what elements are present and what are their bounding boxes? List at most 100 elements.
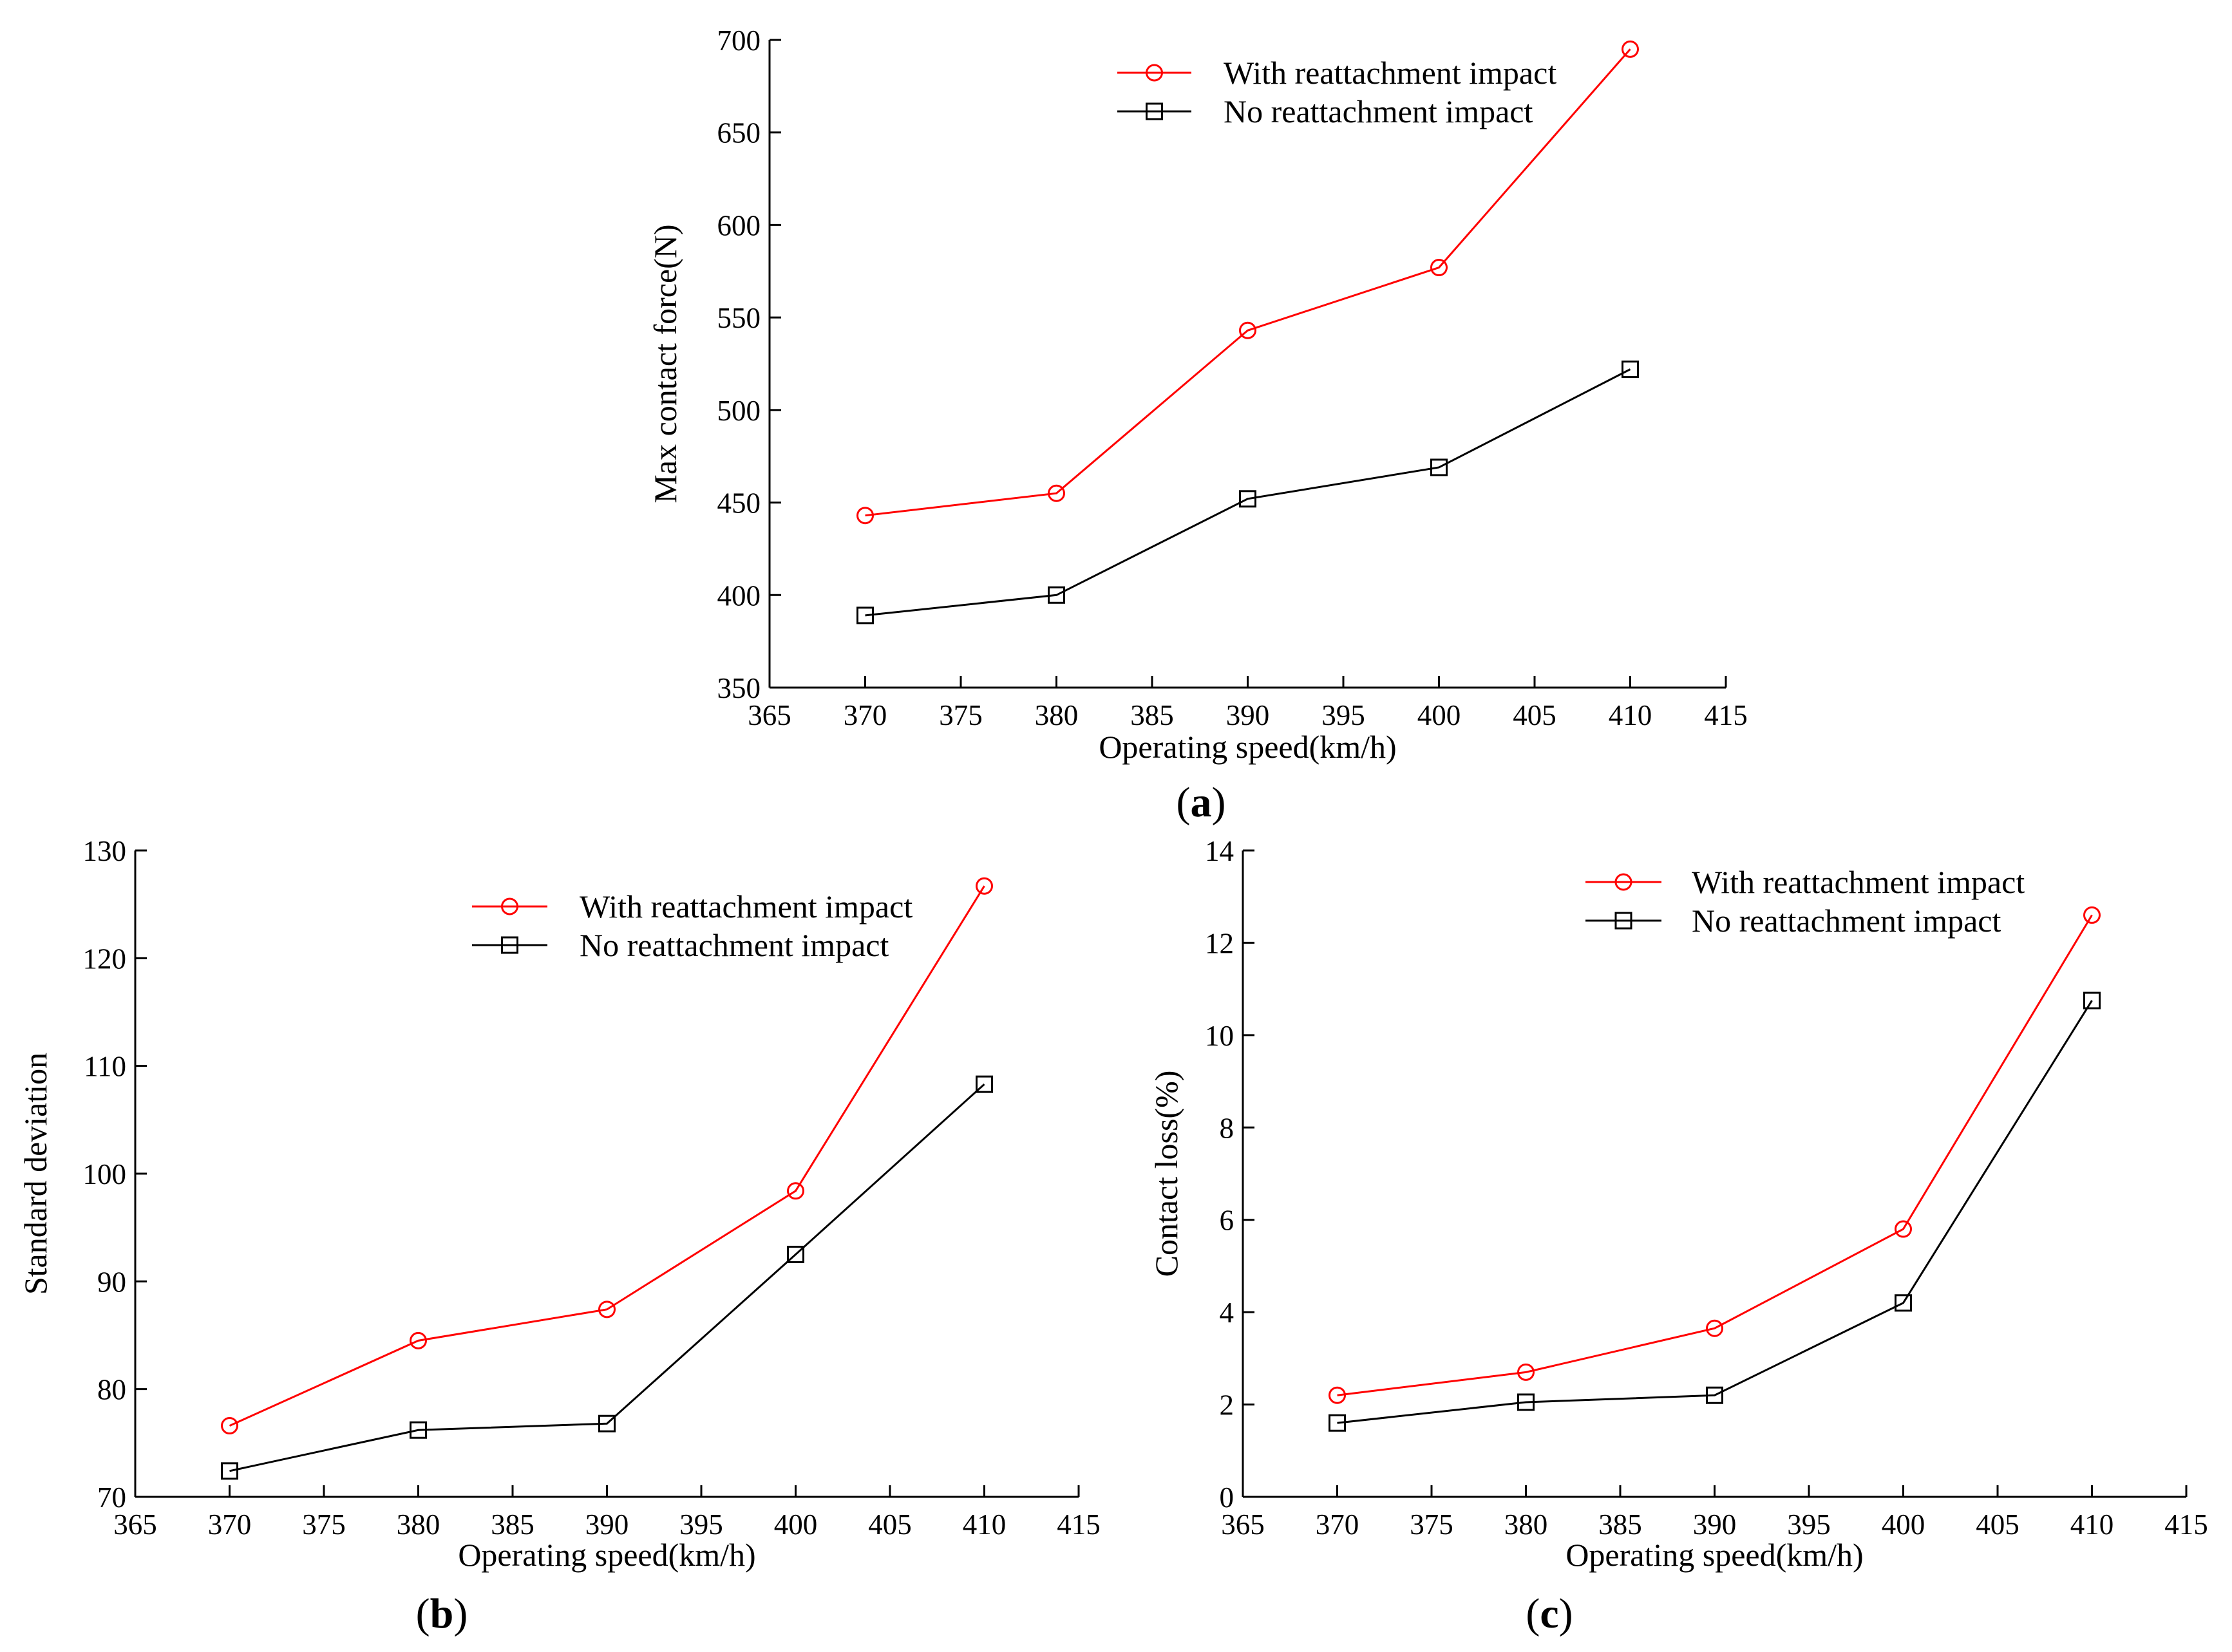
x-tick-label: 370 bbox=[844, 699, 887, 731]
y-axis-label: Standard deviation bbox=[17, 1053, 53, 1295]
data-point-marker bbox=[787, 1246, 804, 1263]
chart-c: 365 370 375 380 385 390 395 400 405 410 415 0 2 4 6 8 10… bbox=[1148, 835, 2208, 1637]
x-axis-label: Operating speed(km/h) bbox=[1565, 1537, 1863, 1573]
legend-label: No reattachment impact bbox=[1224, 93, 1533, 129]
y-tick-label: 550 bbox=[717, 302, 761, 334]
y-tick-label: 120 bbox=[83, 943, 127, 975]
y-tick-label: 12 bbox=[1205, 927, 1234, 959]
x-tick-label: 400 bbox=[774, 1508, 818, 1541]
series-line-with-reattachment bbox=[1337, 914, 2093, 1396]
x-tick-label: 375 bbox=[939, 699, 983, 731]
data-point-marker bbox=[1622, 361, 1639, 379]
x-tick-label: 390 bbox=[1693, 1508, 1737, 1541]
y-tick-label: 80 bbox=[97, 1374, 126, 1406]
x-tick-label: 395 bbox=[679, 1508, 723, 1541]
data-point-marker bbox=[2083, 991, 2101, 1009]
legend-label: No reattachment impact bbox=[1692, 903, 2001, 939]
x-tick-label: 380 bbox=[397, 1508, 440, 1541]
legend-label: With reattachment impact bbox=[1224, 55, 1556, 91]
chart-b: 365 370 375 380 385 390 395 400 405 410 415 70 80 90 1… bbox=[17, 835, 1101, 1637]
panel-label: (c) bbox=[1526, 1590, 1573, 1637]
x-axis-label: Operating speed(km/h) bbox=[458, 1537, 755, 1573]
data-point-marker bbox=[598, 1300, 616, 1319]
y-tick-label: 600 bbox=[717, 209, 761, 241]
legend-marker-circle bbox=[1614, 873, 1632, 891]
x-tick-label: 390 bbox=[1226, 699, 1270, 731]
legend-label: With reattachment impact bbox=[580, 888, 913, 925]
y-tick-label: 8 bbox=[1220, 1112, 1234, 1144]
y-tick-label: 700 bbox=[717, 24, 761, 57]
panel-label: (a) bbox=[1177, 779, 1226, 826]
data-point-marker bbox=[856, 606, 874, 624]
x-tick-label: 385 bbox=[1130, 699, 1174, 731]
legend-label: No reattachment impact bbox=[580, 927, 889, 963]
legend-marker-circle bbox=[1146, 64, 1163, 82]
data-point-marker bbox=[2083, 906, 2101, 924]
data-point-marker bbox=[221, 1417, 238, 1435]
x-tick-label: 415 bbox=[1057, 1508, 1101, 1541]
x-tick-label: 410 bbox=[963, 1508, 1007, 1541]
data-point-marker bbox=[1895, 1294, 1912, 1312]
data-point-marker bbox=[1239, 321, 1256, 339]
y-tick-label: 6 bbox=[1220, 1205, 1234, 1237]
x-tick-label: 400 bbox=[1882, 1508, 1925, 1541]
legend-marker-square bbox=[1146, 102, 1163, 120]
x-tick-label: 380 bbox=[1504, 1508, 1548, 1541]
x-tick-label: 405 bbox=[868, 1508, 912, 1541]
legend-marker-square bbox=[1614, 912, 1632, 930]
legend-marker-circle bbox=[501, 897, 518, 915]
legend-marker-square bbox=[501, 936, 518, 954]
x-tick-label: 385 bbox=[491, 1508, 534, 1541]
y-tick-label: 650 bbox=[717, 117, 761, 149]
x-tick-label: 400 bbox=[1417, 699, 1461, 731]
x-tick-label: 370 bbox=[208, 1508, 252, 1541]
data-point-marker bbox=[1706, 1319, 1723, 1337]
y-axis-label: Max contact force(N) bbox=[647, 224, 683, 503]
data-point-marker bbox=[856, 507, 874, 525]
series-line-no-reattachment bbox=[1337, 1000, 2093, 1424]
data-point-marker bbox=[410, 1421, 427, 1439]
y-tick-label: 500 bbox=[717, 395, 761, 427]
data-point-marker bbox=[221, 1462, 238, 1480]
data-point-marker bbox=[1048, 586, 1065, 604]
data-point-marker bbox=[976, 1075, 993, 1093]
x-tick-label: 380 bbox=[1035, 699, 1079, 731]
x-tick-label: 370 bbox=[1316, 1508, 1359, 1541]
x-tick-label: 410 bbox=[2070, 1508, 2114, 1541]
x-axis-label: Operating speed(km/h) bbox=[1099, 729, 1396, 765]
data-point-marker bbox=[1430, 259, 1448, 277]
y-tick-label: 0 bbox=[1220, 1481, 1234, 1514]
y-tick-label: 4 bbox=[1220, 1297, 1234, 1329]
x-tick-label: 415 bbox=[1704, 699, 1748, 731]
data-point-marker bbox=[1239, 490, 1256, 508]
x-tick-label: 390 bbox=[585, 1508, 629, 1541]
y-tick-label: 14 bbox=[1205, 835, 1234, 867]
chart-a: 365 370 375 380 385 390 395 400 405 410 415 350 400 4… bbox=[647, 24, 1748, 826]
data-point-marker bbox=[1430, 458, 1448, 476]
y-tick-label: 2 bbox=[1220, 1389, 1234, 1422]
legend-label: With reattachment impact bbox=[1692, 864, 2025, 900]
data-point-marker bbox=[1329, 1414, 1346, 1432]
x-tick-label: 365 bbox=[748, 699, 791, 731]
data-point-marker bbox=[1517, 1393, 1535, 1411]
y-tick-label: 110 bbox=[84, 1051, 126, 1083]
x-tick-label: 385 bbox=[1598, 1508, 1642, 1541]
y-tick-label: 130 bbox=[83, 835, 127, 867]
data-point-marker bbox=[1517, 1363, 1535, 1381]
data-point-marker bbox=[1895, 1220, 1912, 1238]
y-tick-label: 10 bbox=[1205, 1020, 1234, 1052]
panel-label: (b) bbox=[416, 1590, 468, 1637]
x-tick-label: 395 bbox=[1321, 699, 1365, 731]
data-point-marker bbox=[1622, 40, 1639, 58]
y-tick-label: 350 bbox=[717, 672, 761, 704]
x-tick-label: 410 bbox=[1609, 699, 1652, 731]
data-point-marker bbox=[976, 877, 993, 895]
data-point-marker bbox=[1329, 1386, 1346, 1404]
data-point-marker bbox=[410, 1331, 427, 1349]
y-tick-label: 100 bbox=[83, 1158, 127, 1190]
data-point-marker bbox=[787, 1182, 804, 1200]
x-tick-label: 405 bbox=[1976, 1508, 2019, 1541]
x-tick-label: 365 bbox=[113, 1508, 157, 1541]
y-axis-label: Contact loss(%) bbox=[1148, 1071, 1184, 1277]
